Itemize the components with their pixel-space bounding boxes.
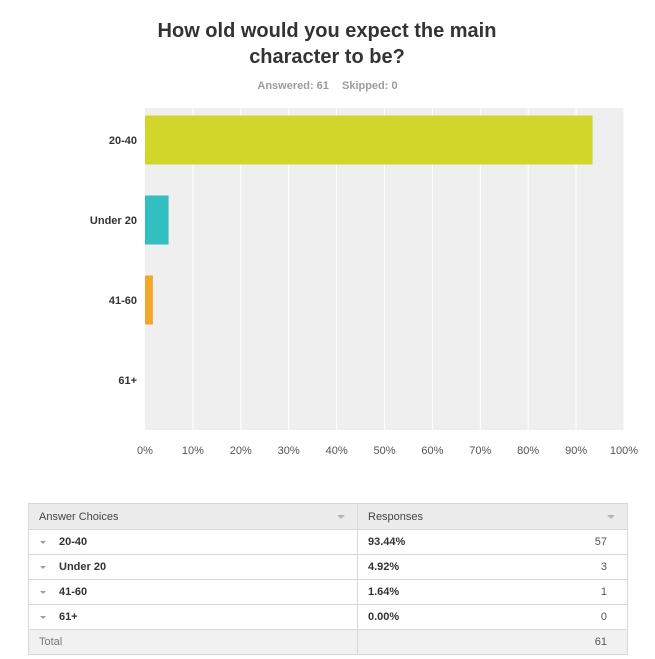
table-header-row: Answer Choices Responses bbox=[28, 503, 628, 530]
bar-chart: 0% 10% 20% 30% 40% 50% 60% 70% 80% 90% 100% 20-40 Un… bbox=[90, 108, 638, 457]
response-count: 1 bbox=[600, 586, 607, 598]
bar bbox=[145, 115, 593, 165]
x-tick-label: 0% bbox=[137, 445, 153, 457]
expand-caret-icon[interactable] bbox=[40, 590, 46, 594]
bar bbox=[145, 275, 153, 325]
table-row: 61+ 0.00% 0 bbox=[28, 604, 628, 630]
total-row: Total 61 bbox=[28, 629, 628, 655]
answer-choices-header-label: Answer Choices bbox=[39, 510, 119, 523]
sort-caret-icon[interactable] bbox=[607, 514, 615, 519]
x-tick-label: 30% bbox=[278, 445, 300, 457]
skipped-count: Skipped: 0 bbox=[341, 80, 398, 92]
response-count: 0 bbox=[600, 611, 607, 623]
y-category-label: 20-40 bbox=[109, 135, 137, 147]
choice-label: 61+ bbox=[59, 611, 78, 623]
x-tick-label: 20% bbox=[230, 445, 252, 457]
response-percent: 0.00% bbox=[368, 611, 400, 623]
responses-header-label: Responses bbox=[368, 510, 424, 523]
response-summary: Answered: 61 Skipped: 0 bbox=[0, 80, 655, 92]
response-percent: 93.44% bbox=[368, 536, 406, 548]
table-row: Under 20 4.92% 3 bbox=[28, 554, 628, 580]
choice-label: Under 20 bbox=[59, 561, 107, 573]
responses-header[interactable]: Responses bbox=[357, 503, 628, 530]
question-title: How old would you expect the main charac… bbox=[127, 18, 527, 70]
x-tick-label: 70% bbox=[469, 445, 491, 457]
response-percent: 4.92% bbox=[368, 561, 400, 573]
total-label: Total bbox=[39, 636, 63, 648]
response-percent: 1.64% bbox=[368, 586, 400, 598]
total-count: 61 bbox=[594, 636, 607, 648]
question-title-line-2: character to be? bbox=[249, 46, 405, 68]
x-tick-label: 90% bbox=[565, 445, 587, 457]
bar bbox=[145, 195, 169, 245]
expand-caret-icon[interactable] bbox=[40, 540, 46, 544]
expand-caret-icon[interactable] bbox=[40, 565, 46, 569]
answered-count: Answered: 61 bbox=[257, 80, 329, 92]
x-tick-label: 80% bbox=[517, 445, 539, 457]
table-row: 41-60 1.64% 1 bbox=[28, 579, 628, 605]
answer-choices-header[interactable]: Answer Choices bbox=[28, 503, 358, 530]
response-count: 3 bbox=[600, 561, 607, 573]
response-count: 57 bbox=[594, 536, 607, 548]
x-tick-label: 60% bbox=[421, 445, 443, 457]
x-tick-label: 100% bbox=[610, 445, 638, 457]
choice-label: 41-60 bbox=[59, 586, 88, 598]
sort-caret-icon[interactable] bbox=[337, 514, 345, 519]
y-category-label: Under 20 bbox=[90, 215, 137, 227]
x-tick-label: 40% bbox=[326, 445, 348, 457]
y-category-label: 41-60 bbox=[109, 295, 137, 307]
table-row: 20-40 93.44% 57 bbox=[28, 529, 628, 555]
x-tick-label: 50% bbox=[373, 445, 395, 457]
choice-label: 20-40 bbox=[59, 536, 88, 548]
responses-table: Answer Choices Responses 20-40 93.44% 57 … bbox=[28, 503, 628, 655]
x-tick-label: 10% bbox=[182, 445, 204, 457]
y-category-label: 61+ bbox=[118, 375, 137, 387]
question-title-line-1: How old would you expect the main bbox=[157, 20, 497, 42]
expand-caret-icon[interactable] bbox=[40, 615, 46, 619]
